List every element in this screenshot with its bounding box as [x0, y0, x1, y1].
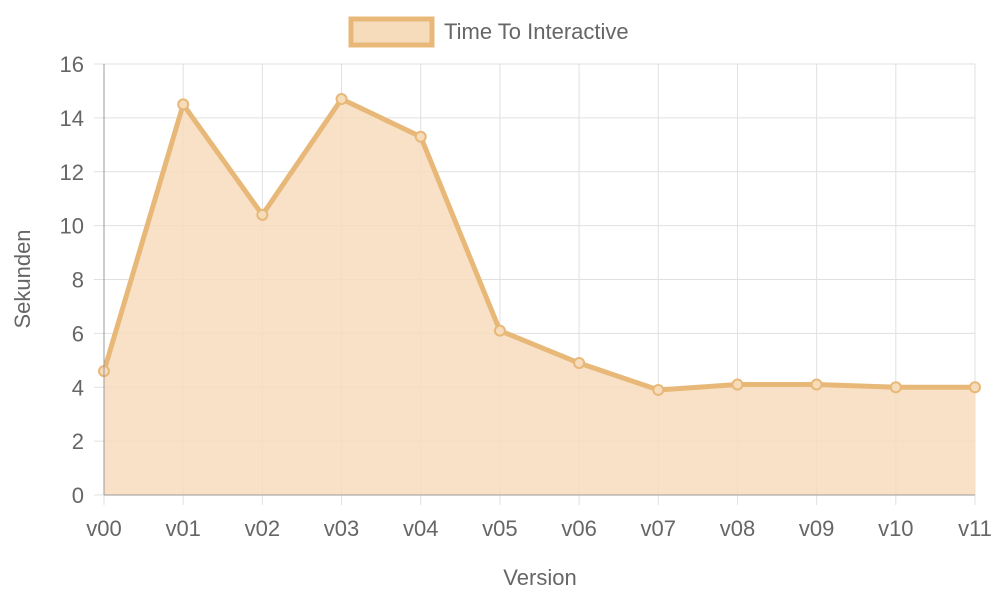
- data-point-v05: [493, 324, 506, 337]
- series-area: [104, 99, 975, 496]
- data-point-v07: [652, 383, 665, 396]
- data-point-v11: [969, 381, 981, 394]
- data-point-v10: [889, 381, 902, 394]
- y-tick-label: 8: [72, 268, 84, 293]
- x-tick-label: v02: [245, 516, 280, 541]
- y-tick-label: 4: [72, 375, 84, 400]
- x-tick-label: v09: [799, 516, 834, 541]
- y-axis-title: Sekunden: [10, 229, 35, 328]
- x-tick-label: v03: [324, 516, 359, 541]
- data-point-v01: [177, 98, 190, 111]
- series-line: [101, 96, 975, 393]
- y-tick-labels: 0 2 4 6 8 10 12 14 16: [60, 52, 84, 508]
- y-tick-label: 14: [60, 106, 84, 131]
- x-tick-label: v05: [482, 516, 517, 541]
- data-point-v04: [414, 130, 427, 143]
- legend-swatch[interactable]: [348, 16, 435, 48]
- x-tick-labels: v00 v01 v02 v03 v04 v05 v06 v07 v08 v09 v10 v11: [86, 516, 992, 541]
- legend[interactable]: Time To Interactive: [348, 16, 629, 48]
- data-point-v06: [573, 357, 586, 370]
- y-tick-label: 16: [60, 52, 84, 77]
- y-tick-label: 6: [72, 321, 84, 346]
- y-tick-label: 2: [72, 429, 84, 454]
- x-tick-label: v08: [720, 516, 755, 541]
- y-tick-label: 10: [60, 214, 84, 239]
- data-point-v02: [256, 208, 269, 221]
- x-tick-label: v04: [403, 516, 438, 541]
- axes: [103, 64, 975, 496]
- data-point-v09: [810, 378, 823, 391]
- x-tick-label: v10: [878, 516, 913, 541]
- y-tick-label: 0: [72, 483, 84, 508]
- legend-label[interactable]: Time To Interactive: [444, 19, 629, 44]
- data-point-v03: [335, 93, 348, 106]
- x-tick-label: v00: [86, 516, 121, 541]
- x-tick-label: v06: [561, 516, 596, 541]
- x-tick-label: v11: [958, 516, 992, 541]
- y-tick-label: 12: [60, 160, 84, 185]
- x-tick-label: v07: [641, 516, 676, 541]
- x-axis-title: Version: [503, 565, 576, 590]
- x-tick-label: v01: [165, 516, 200, 541]
- data-point-v08: [731, 378, 744, 391]
